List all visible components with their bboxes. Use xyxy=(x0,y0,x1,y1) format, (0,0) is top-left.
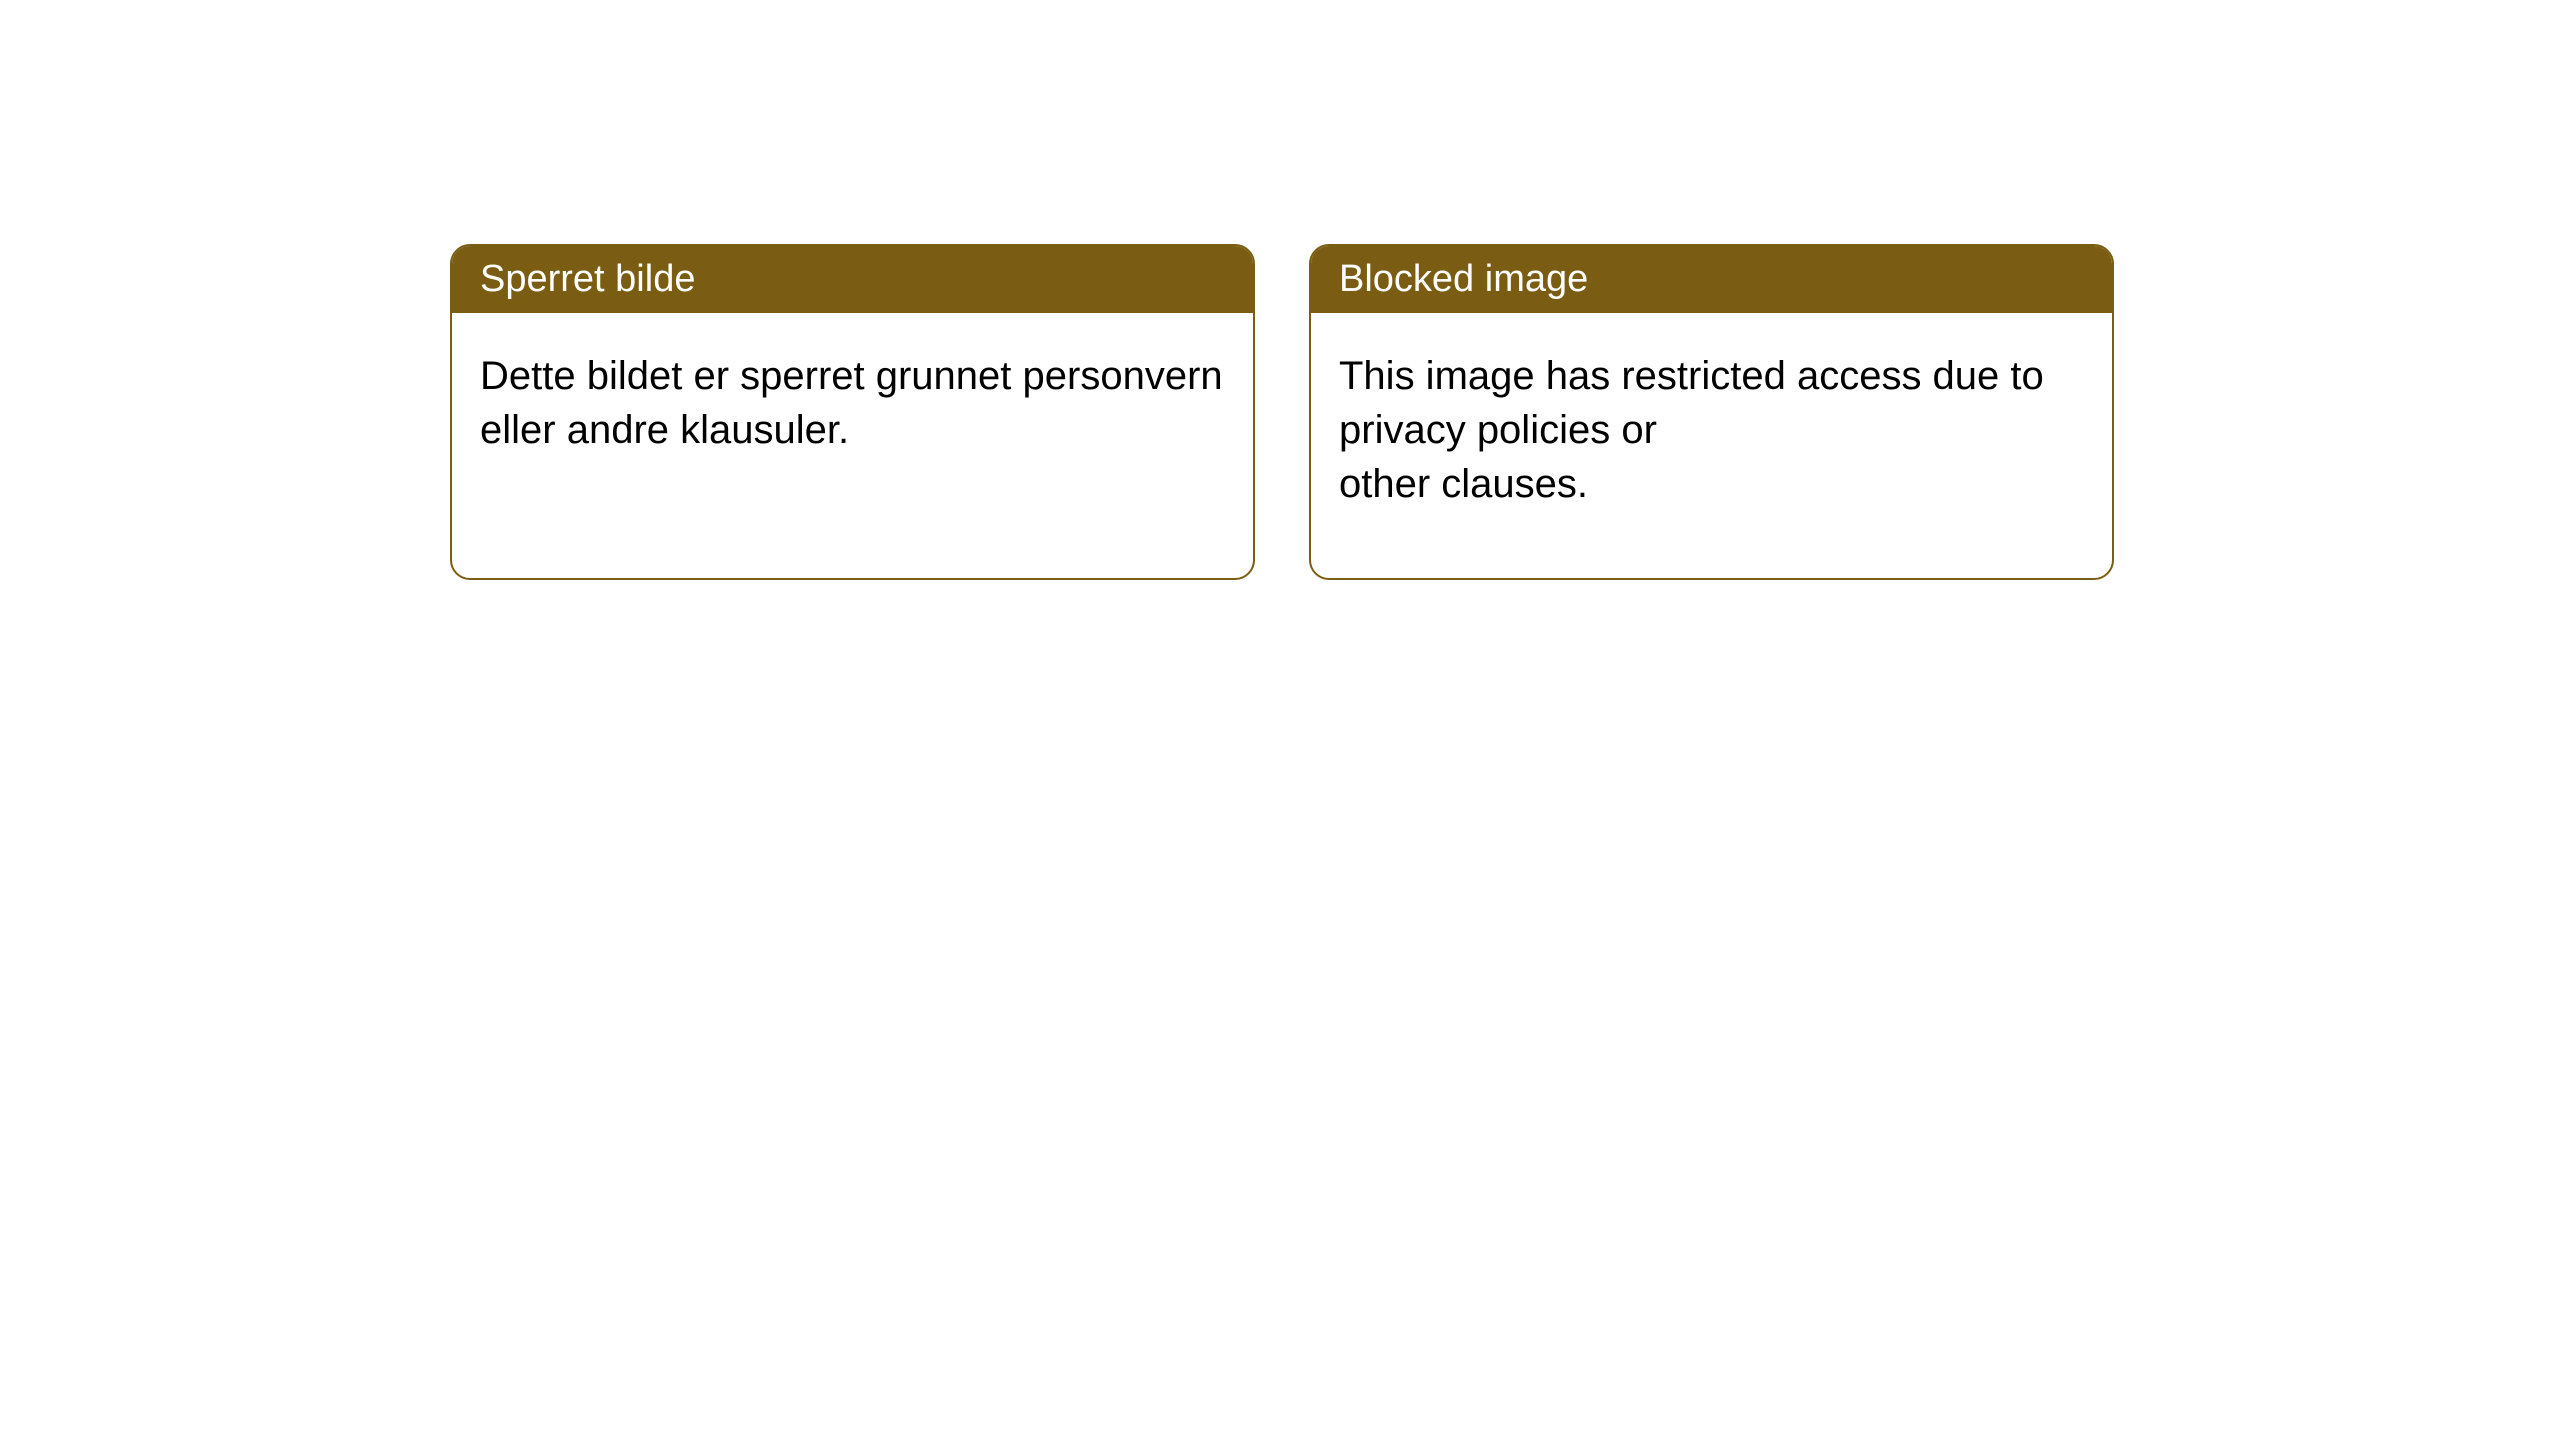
notice-card-english: Blocked image This image has restricted … xyxy=(1309,244,2114,580)
notice-card-norwegian: Sperret bilde Dette bildet er sperret gr… xyxy=(450,244,1255,580)
notice-body: Dette bildet er sperret grunnet personve… xyxy=(452,313,1253,493)
notice-header: Sperret bilde xyxy=(452,246,1253,313)
notice-container: Sperret bilde Dette bildet er sperret gr… xyxy=(0,0,2560,580)
notice-header: Blocked image xyxy=(1311,246,2112,313)
notice-body: This image has restricted access due to … xyxy=(1311,313,2112,547)
